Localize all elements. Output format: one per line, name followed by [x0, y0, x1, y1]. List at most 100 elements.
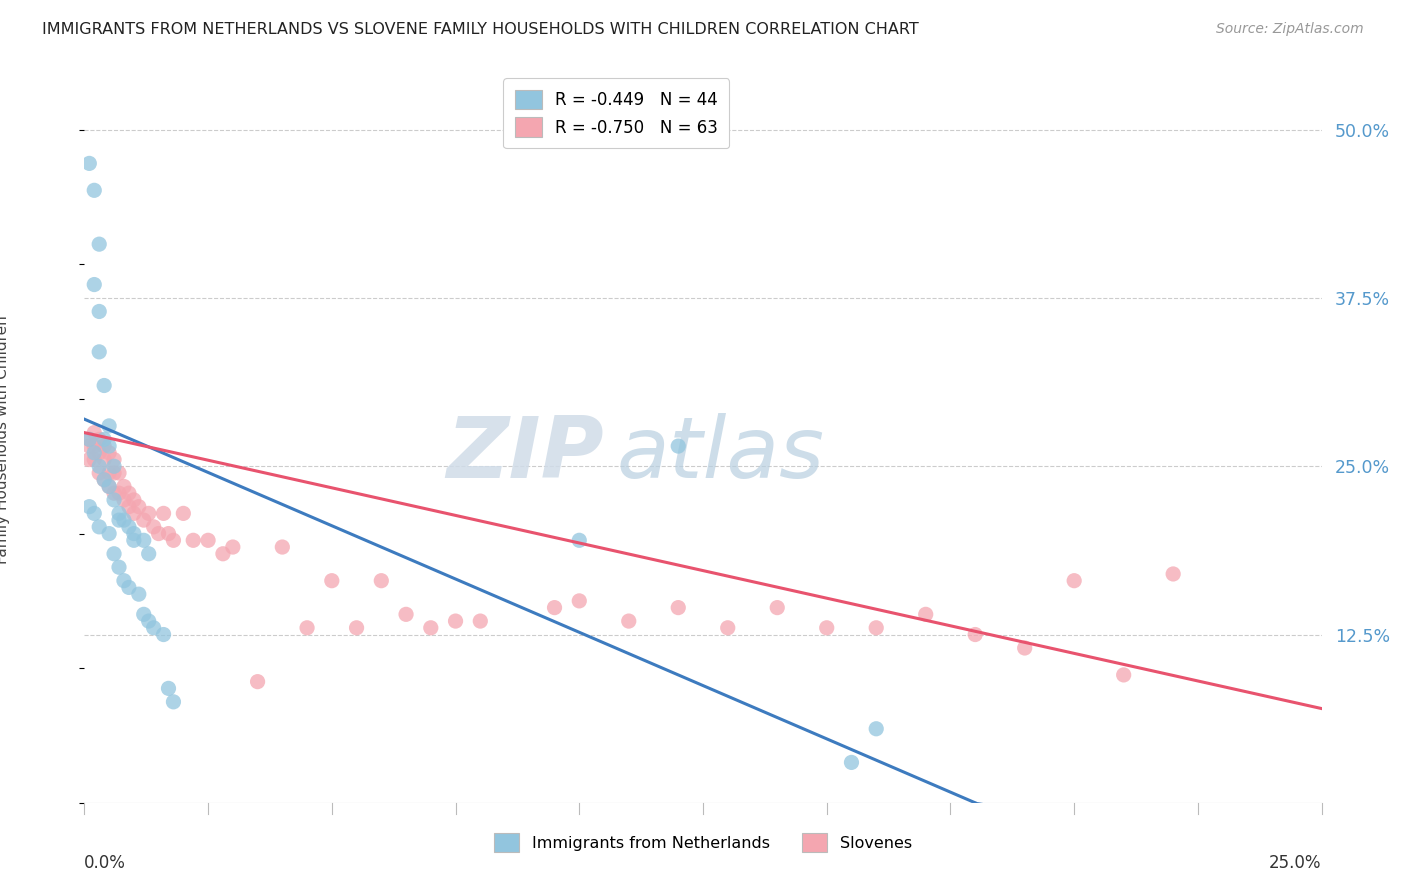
Point: [118, 486, 141, 500]
Point: [89, 459, 111, 474]
Point: [395, 607, 418, 622]
Point: [142, 621, 165, 635]
Point: [79, 156, 101, 170]
Point: [93, 473, 115, 487]
Point: [83, 425, 105, 440]
Point: [108, 507, 131, 521]
Point: [543, 600, 565, 615]
Point: [103, 452, 125, 467]
Point: [112, 479, 135, 493]
Point: [222, 540, 245, 554]
Point: [122, 533, 145, 548]
Point: [108, 486, 131, 500]
Point: [93, 473, 115, 487]
Point: [89, 520, 111, 534]
Point: [152, 507, 174, 521]
Point: [89, 466, 111, 480]
Point: [103, 486, 125, 500]
Point: [1112, 668, 1135, 682]
Point: [148, 526, 170, 541]
Point: [815, 621, 838, 635]
Point: [98, 466, 121, 480]
Text: Source: ZipAtlas.com: Source: ZipAtlas.com: [1216, 22, 1364, 37]
Point: [666, 439, 689, 453]
Text: IMMIGRANTS FROM NETHERLANDS VS SLOVENE FAMILY HOUSEHOLDS WITH CHILDREN CORRELATI: IMMIGRANTS FROM NETHERLANDS VS SLOVENE F…: [42, 22, 920, 37]
Point: [181, 533, 204, 548]
Point: [108, 466, 131, 480]
Point: [103, 466, 125, 480]
Point: [128, 500, 150, 514]
Point: [568, 533, 591, 548]
Point: [142, 520, 165, 534]
Point: [152, 627, 174, 641]
Point: [138, 614, 160, 628]
Point: [172, 507, 194, 521]
Point: [89, 433, 111, 447]
Point: [98, 479, 121, 493]
Point: [370, 574, 392, 588]
Point: [98, 418, 121, 433]
Point: [444, 614, 467, 628]
Point: [89, 237, 111, 252]
Point: [118, 581, 141, 595]
Point: [112, 513, 135, 527]
Point: [1014, 640, 1036, 655]
Point: [122, 492, 145, 507]
Point: [162, 533, 184, 548]
Point: [83, 507, 105, 521]
Point: [93, 378, 115, 392]
Point: [83, 277, 105, 292]
Point: [122, 507, 145, 521]
Text: ZIP: ZIP: [446, 413, 605, 496]
Point: [617, 614, 640, 628]
Point: [766, 600, 789, 615]
Point: [162, 695, 184, 709]
Point: [103, 459, 125, 474]
Point: [914, 607, 936, 622]
Text: 25.0%: 25.0%: [1270, 854, 1322, 872]
Point: [83, 452, 105, 467]
Point: [717, 621, 740, 635]
Point: [295, 621, 318, 635]
Point: [138, 547, 160, 561]
Point: [122, 526, 145, 541]
Point: [346, 621, 368, 635]
Point: [157, 526, 180, 541]
Point: [246, 674, 269, 689]
Legend: Immigrants from Netherlands, Slovenes: Immigrants from Netherlands, Slovenes: [484, 824, 922, 862]
Point: [79, 439, 101, 453]
Point: [865, 621, 887, 635]
Point: [321, 574, 343, 588]
Point: [108, 513, 131, 527]
Point: [98, 526, 121, 541]
Point: [132, 533, 155, 548]
Point: [841, 756, 863, 770]
Point: [93, 439, 115, 453]
Point: [865, 722, 887, 736]
Point: [568, 594, 591, 608]
Point: [271, 540, 294, 554]
Point: [83, 439, 105, 453]
Point: [89, 304, 111, 318]
Point: [93, 452, 115, 467]
Point: [79, 500, 101, 514]
Point: [112, 574, 135, 588]
Point: [138, 507, 160, 521]
Point: [83, 446, 105, 460]
Point: [666, 600, 689, 615]
Point: [98, 446, 121, 460]
Point: [79, 452, 101, 467]
Point: [93, 433, 115, 447]
Point: [212, 547, 235, 561]
Point: [89, 344, 111, 359]
Point: [132, 513, 155, 527]
Text: Family Households with Children: Family Households with Children: [0, 315, 10, 564]
Point: [132, 607, 155, 622]
Text: 0.0%: 0.0%: [84, 854, 127, 872]
Point: [1063, 574, 1085, 588]
Point: [419, 621, 441, 635]
Point: [108, 560, 131, 574]
Point: [1161, 566, 1184, 581]
Point: [89, 446, 111, 460]
Point: [112, 492, 135, 507]
